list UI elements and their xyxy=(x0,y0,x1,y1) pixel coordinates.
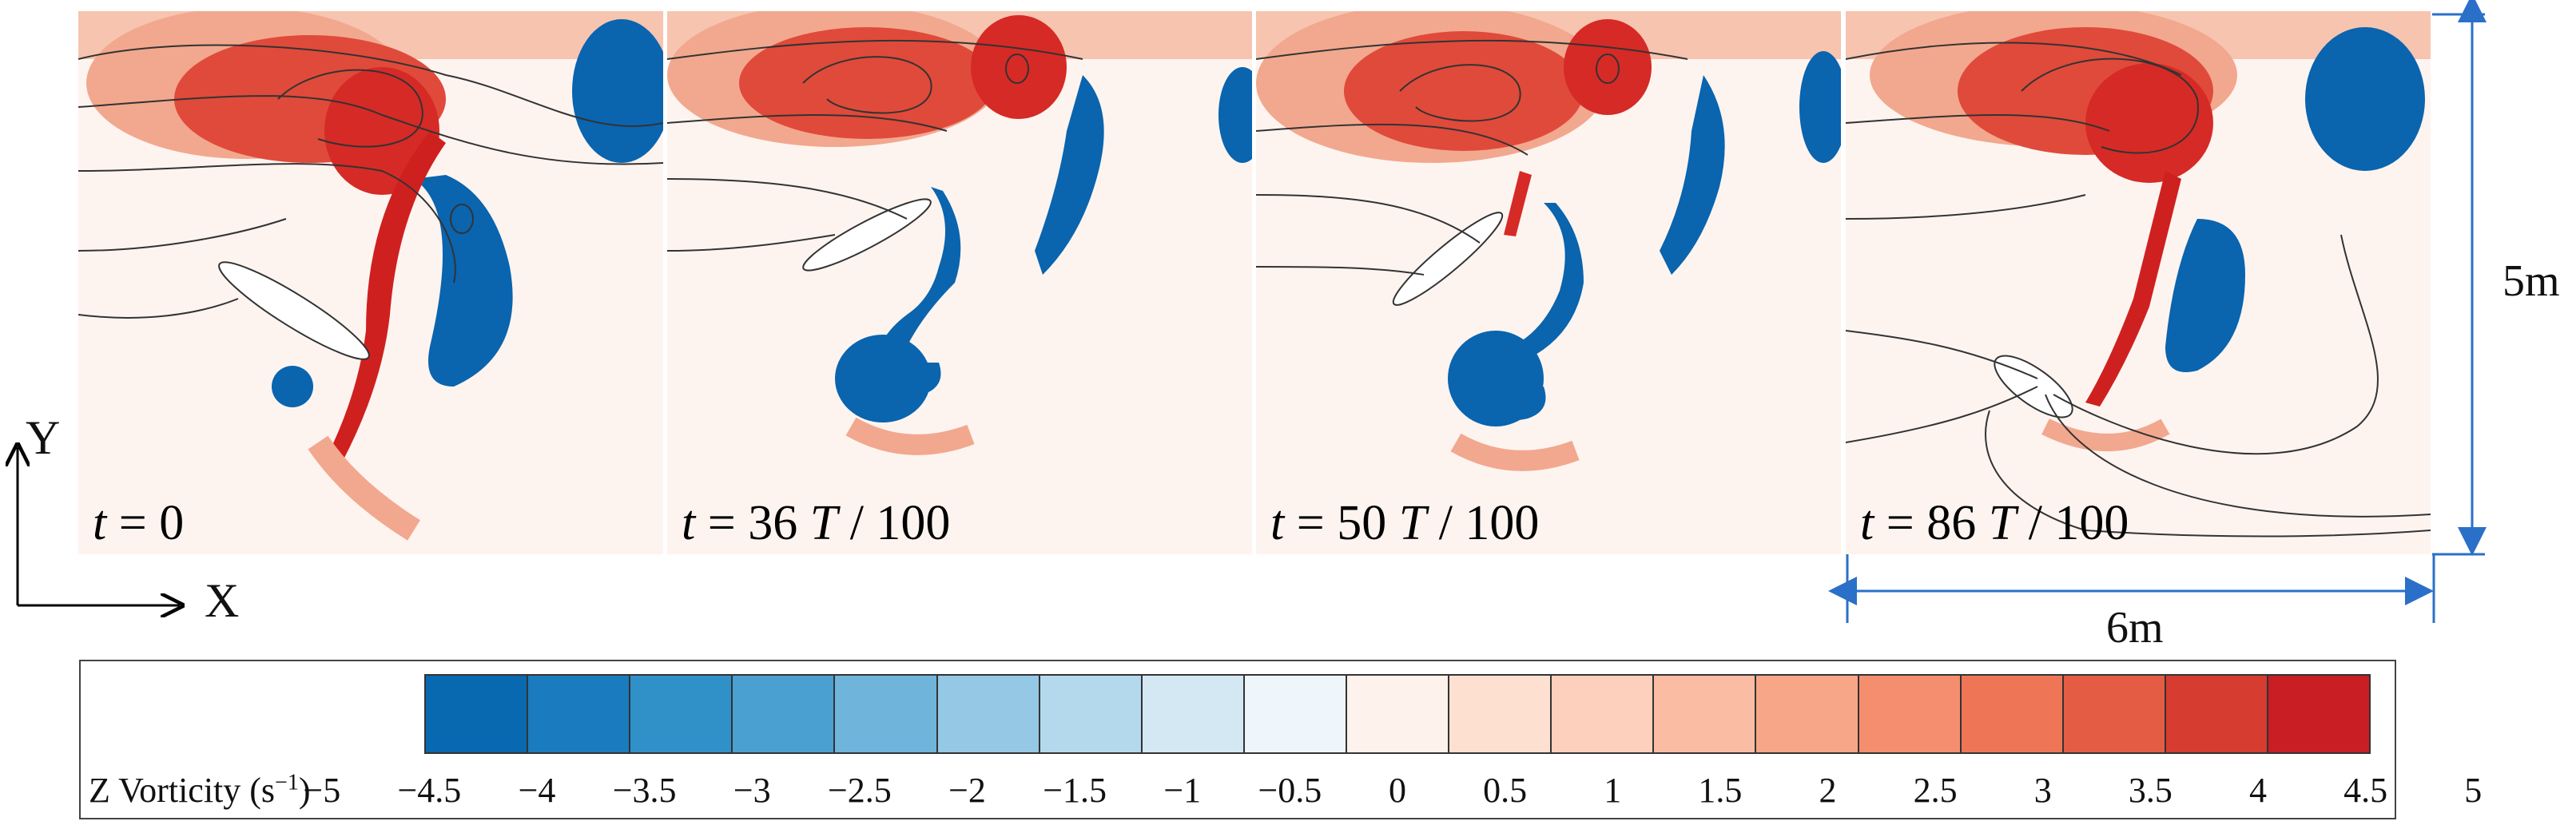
vorticity-field-2 xyxy=(667,11,1252,455)
colorbar-segment xyxy=(1040,676,1143,752)
coordinate-axes: Y X xyxy=(0,414,240,631)
colorbar-segment xyxy=(2268,676,2370,752)
vorticity-field-1 xyxy=(78,11,663,541)
axes-arrows xyxy=(0,423,240,631)
time-label-3: t = 50 T / 100 xyxy=(1270,496,1540,550)
vorticity-field-4 xyxy=(1846,11,2431,538)
colorbar-title: Z Vorticity (s−1) xyxy=(89,770,311,810)
vorticity-field-3 xyxy=(1256,11,1841,471)
colorbar xyxy=(424,674,2371,754)
vorticity-panel-1: t = 0 xyxy=(78,11,663,554)
colorbar-tick-label: −3 xyxy=(733,771,771,810)
colorbar-tick-label: 2.5 xyxy=(1913,771,1958,810)
colorbar-segment xyxy=(528,676,631,752)
colorbar-segment xyxy=(733,676,836,752)
colorbar-tick-label: −1.5 xyxy=(1043,771,1107,810)
colorbar-tick-label: −2 xyxy=(948,771,986,810)
colorbar-tick-label: 2 xyxy=(1819,771,1837,810)
colorbar-tick-label: 1 xyxy=(1604,771,1622,810)
colorbar-tick-label: 4 xyxy=(2248,771,2267,810)
width-dimension-label: 6m xyxy=(2106,603,2164,653)
colorbar-segment xyxy=(1654,676,1757,752)
colorbar-tick-label: 5 xyxy=(2464,771,2483,810)
colorbar-segment xyxy=(1756,676,1859,752)
colorbar-segment xyxy=(1961,676,2064,752)
colorbar-segment xyxy=(1244,676,1347,752)
colorbar-tick-label: 3 xyxy=(2033,771,2052,810)
y-axis-label: Y xyxy=(26,411,61,464)
colorbar-segment xyxy=(1449,676,1552,752)
height-dimension-label: 5m xyxy=(2502,256,2560,306)
colorbar-segment xyxy=(1346,676,1450,752)
vorticity-panel-4: t = 86 T / 100 xyxy=(1846,11,2431,554)
colorbar-segment xyxy=(630,676,733,752)
colorbar-segment xyxy=(937,676,1040,752)
colorbar-ticks: −5 −4.5 −4 −3.5 −3 −2.5 −2 −1.5 −1 −0.5 0 0.5 1 1.5 2 2… xyxy=(303,770,2482,810)
colorbar-legend: Z Vorticity (s−1) −5 −4.5 −4 −3.5 −3 −2.5 −2 −1… xyxy=(79,660,2482,819)
time-label-1: t = 0 xyxy=(93,496,185,550)
vorticity-panel-3: t = 50 T / 100 xyxy=(1256,11,1841,554)
colorbar-tick-label: −4 xyxy=(518,771,556,810)
colorbar-tick-label: −4.5 xyxy=(397,771,462,810)
colorbar-segment xyxy=(2165,676,2268,752)
colorbar-tick-label: −0.5 xyxy=(1258,771,1322,810)
colorbar-title-exponent: −1 xyxy=(275,770,299,795)
time-label-4: t = 86 T / 100 xyxy=(1860,496,2129,550)
colorbar-tick-label: 0 xyxy=(1389,771,1406,810)
colorbar-tick-label: −1 xyxy=(1163,771,1202,810)
colorbar-tick-label: −2.5 xyxy=(827,771,892,810)
x-axis-label: X xyxy=(205,574,240,627)
vorticity-panel-2: t = 36 T / 100 xyxy=(667,11,1252,554)
colorbar-tick-label: −3.5 xyxy=(612,771,677,810)
time-label-2: t = 36 T / 100 xyxy=(682,496,951,550)
colorbar-segment xyxy=(426,676,529,752)
colorbar-tick-label: 4.5 xyxy=(2343,771,2388,810)
colorbar-segment xyxy=(1858,676,1962,752)
colorbar-segment xyxy=(1552,676,1655,752)
colorbar-segment xyxy=(1142,676,1245,752)
colorbar-tick-label: −5 xyxy=(303,771,341,810)
colorbar-segment xyxy=(835,676,938,752)
colorbar-tick-label: 1.5 xyxy=(1698,771,1743,810)
colorbar-tick-label: 0.5 xyxy=(1483,771,1528,810)
colorbar-tick-label: 3.5 xyxy=(2128,771,2173,810)
colorbar-segment xyxy=(2063,676,2166,752)
